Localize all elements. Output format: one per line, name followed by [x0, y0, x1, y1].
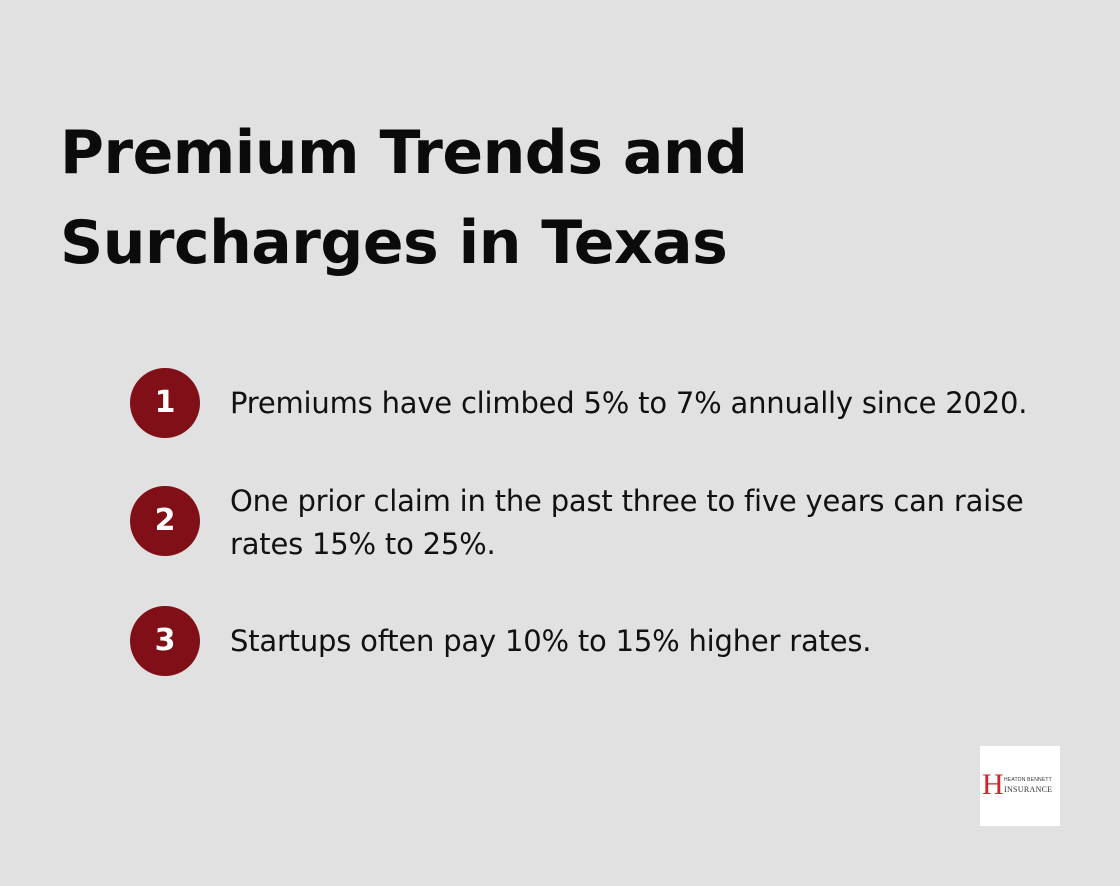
page-title-line-2: Surcharges in Texas: [60, 208, 728, 278]
list-item-text: Startups often pay 10% to 15% higher rat…: [230, 624, 872, 658]
logo-insurance-word: INSURANCE: [1004, 785, 1053, 794]
list-item-text: Premiums have climbed 5% to 7% annually …: [230, 386, 1028, 420]
company-logo: H HEATON BENNETT INSURANCE: [980, 746, 1060, 826]
number-badge: 3: [130, 606, 200, 676]
logo-company-name: HEATON BENNETT: [1004, 777, 1052, 783]
number-badge: 2: [130, 486, 200, 556]
logo-h-mark: H: [982, 768, 1004, 801]
page-title-line-1: Premium Trends and: [60, 118, 748, 188]
list-item-text: One prior claim in the past three to fiv…: [230, 484, 1024, 561]
number-badge: 1: [130, 368, 200, 438]
page-title: Premium Trends and Surcharges in Texas: [60, 108, 960, 288]
